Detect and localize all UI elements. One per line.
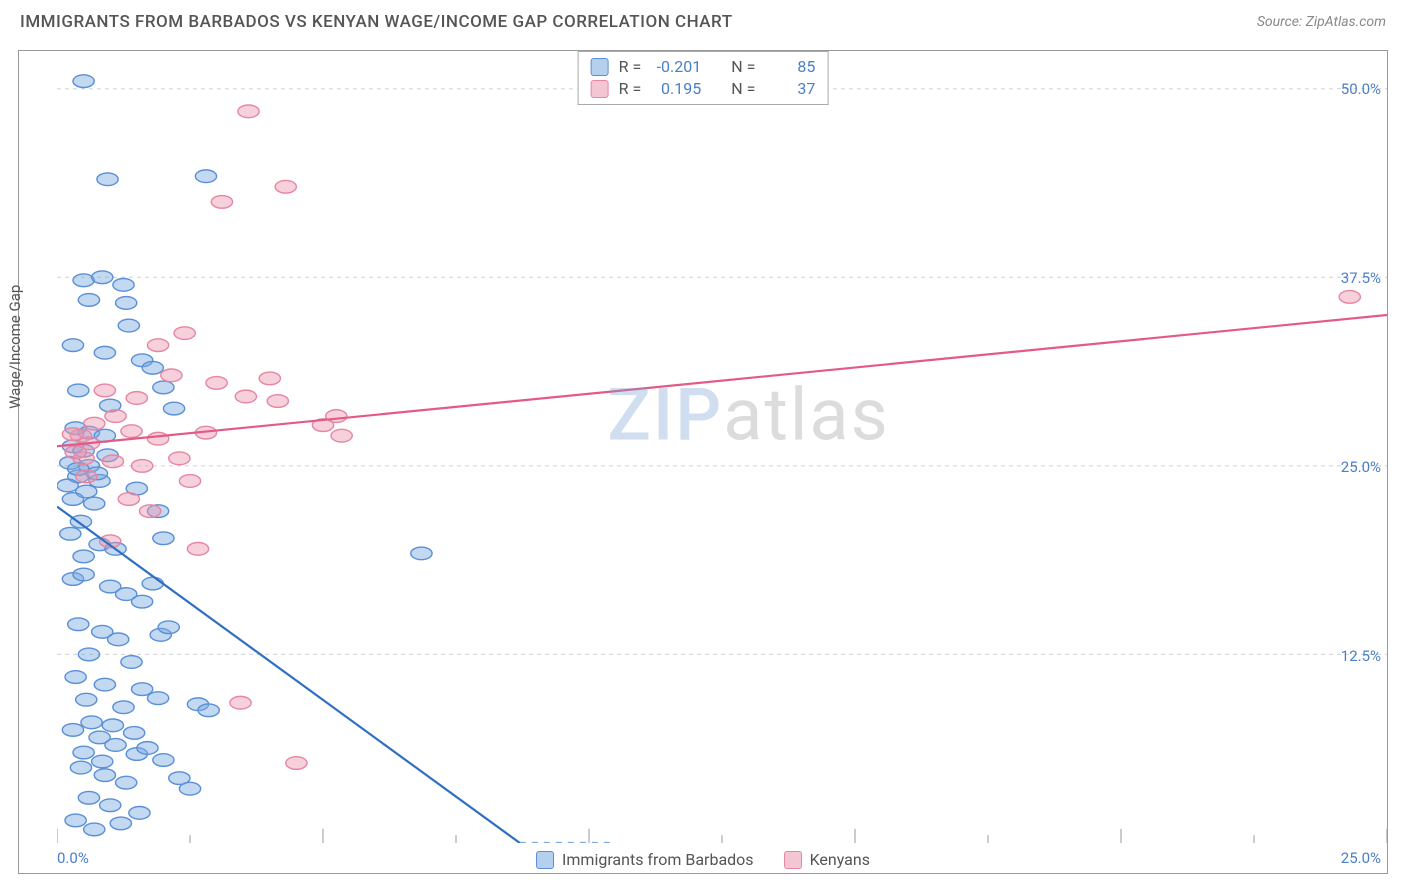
legend-r-value: -0.201 bbox=[651, 56, 701, 78]
legend-correlation-row: R = 0.195 N = 37 bbox=[591, 78, 816, 100]
legend-n-label: N = bbox=[731, 78, 755, 100]
y-tick-label: 50.0% bbox=[1341, 80, 1381, 98]
y-tick-label: 37.5% bbox=[1341, 269, 1381, 287]
legend-swatch bbox=[591, 80, 609, 98]
legend-n-label: N = bbox=[731, 56, 755, 78]
chart-container: Wage/Income Gap ZIPatlas 12.5%25.0%37.5%… bbox=[18, 50, 1388, 874]
legend-series-label: Immigrants from Barbados bbox=[562, 850, 754, 869]
legend-swatch bbox=[536, 851, 554, 869]
scatter-plot-svg bbox=[57, 51, 1387, 843]
x-axis-max-label: 25.0% bbox=[1341, 849, 1381, 867]
series-legend: Immigrants from Barbados Kenyans bbox=[536, 850, 870, 869]
legend-series-item: Kenyans bbox=[784, 850, 870, 869]
legend-series-item: Immigrants from Barbados bbox=[536, 850, 754, 869]
x-axis-min-label: 0.0% bbox=[57, 849, 89, 867]
y-tick-label: 12.5% bbox=[1341, 647, 1381, 665]
legend-n-value: 85 bbox=[765, 56, 815, 78]
legend-correlation-row: R = -0.201 N = 85 bbox=[591, 56, 816, 78]
y-axis-label: Wage/Income Gap bbox=[6, 285, 24, 409]
legend-r-label: R = bbox=[619, 56, 642, 78]
plot-area: ZIPatlas bbox=[57, 51, 1387, 843]
legend-r-label: R = bbox=[619, 78, 642, 100]
legend-series-label: Kenyans bbox=[810, 850, 870, 869]
y-tick-label: 25.0% bbox=[1341, 458, 1381, 476]
correlation-legend: R = -0.201 N = 85 R = 0.195 N = 37 bbox=[578, 51, 829, 105]
chart-title: IMMIGRANTS FROM BARBADOS VS KENYAN WAGE/… bbox=[20, 12, 733, 32]
source-attribution: Source: ZipAtlas.com bbox=[1257, 14, 1386, 30]
legend-swatch bbox=[784, 851, 802, 869]
legend-r-value: 0.195 bbox=[651, 78, 701, 100]
legend-swatch bbox=[591, 58, 609, 76]
legend-n-value: 37 bbox=[765, 78, 815, 100]
